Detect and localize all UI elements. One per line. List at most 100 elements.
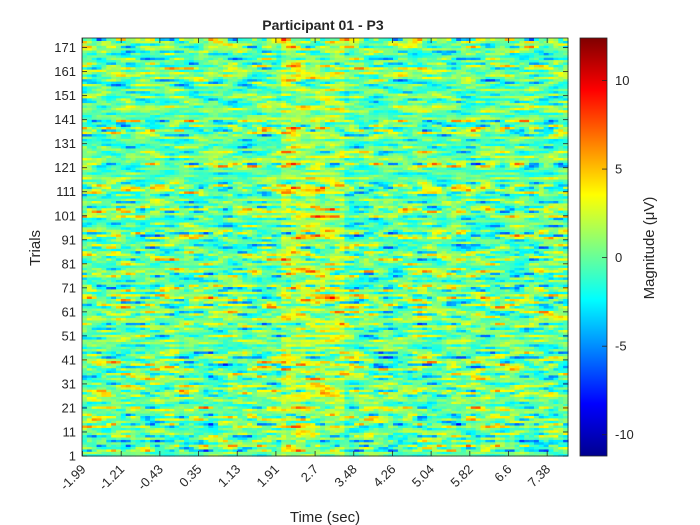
heatmap-cell <box>96 420 103 424</box>
heatmap-cell <box>499 429 506 433</box>
heatmap-cell <box>111 444 117 448</box>
heatmap-cell <box>116 441 122 445</box>
heatmap-cell <box>290 436 297 440</box>
heatmap-cell <box>548 439 555 443</box>
heatmap-cell <box>188 424 195 428</box>
heatmap-cell <box>329 432 336 436</box>
heatmap-cell <box>519 432 525 436</box>
heatmap-cell <box>130 417 137 421</box>
heatmap-cell <box>349 424 355 428</box>
heatmap-cell <box>436 436 443 440</box>
heatmap-cell <box>427 429 433 433</box>
heatmap-cell <box>213 417 219 421</box>
heatmap-cell <box>344 436 350 440</box>
heatmap-cell <box>349 429 355 433</box>
heatmap-cell <box>247 424 253 428</box>
heatmap-cell <box>169 436 175 440</box>
heatmap-cell <box>548 446 555 450</box>
heatmap-cell <box>295 422 302 426</box>
heatmap-cell <box>305 446 312 450</box>
heatmap-cell <box>349 453 355 457</box>
heatmap-cell <box>427 444 433 448</box>
heatmap-cell <box>417 429 423 433</box>
heatmap-cell <box>461 417 467 421</box>
heatmap-cell <box>563 420 569 424</box>
heatmap-cell <box>558 436 564 440</box>
heatmap-cell <box>529 427 535 431</box>
heatmap-cell <box>417 453 423 457</box>
heatmap-cell <box>524 441 530 445</box>
heatmap-cell <box>402 434 409 438</box>
heatmap-cell <box>325 439 331 443</box>
heatmap-cell <box>524 448 530 452</box>
heatmap-cell <box>412 441 418 445</box>
heatmap-cell <box>344 446 350 450</box>
heatmap-cell <box>431 432 438 436</box>
heatmap-cell <box>388 417 394 421</box>
heatmap-cell <box>96 424 103 428</box>
heatmap-cell <box>227 439 234 443</box>
heatmap-cell <box>242 446 248 450</box>
heatmap-cell <box>290 417 297 421</box>
heatmap-cell <box>281 436 287 440</box>
heatmap-cell <box>383 441 389 445</box>
heatmap-cell <box>281 417 287 421</box>
heatmap-cell <box>397 434 404 438</box>
heatmap-cell <box>266 415 273 419</box>
heatmap-cell <box>451 444 457 448</box>
heatmap-cell <box>154 439 161 443</box>
heatmap-cell <box>417 424 423 428</box>
heatmap-cell <box>325 420 331 424</box>
heatmap-cell <box>334 434 341 438</box>
heatmap-cell <box>140 451 146 455</box>
heatmap-cell <box>247 429 253 433</box>
heatmap-cell <box>140 424 146 428</box>
heatmap-cell <box>393 446 399 450</box>
heatmap-cell <box>368 451 375 455</box>
heatmap-cell <box>198 453 205 457</box>
heatmap-cell <box>130 429 137 433</box>
heatmap-cell <box>334 441 341 445</box>
heatmap-cell <box>154 453 161 457</box>
heatmap-cell <box>548 420 555 424</box>
heatmap-cell <box>441 448 448 452</box>
heatmap-cell <box>509 453 516 457</box>
heatmap-cell <box>96 439 103 443</box>
heatmap-cell <box>349 446 355 450</box>
heatmap-cell <box>193 429 200 433</box>
heatmap-cell <box>188 427 195 431</box>
heatmap-cell <box>256 453 263 457</box>
heatmap-cell <box>295 417 302 421</box>
heatmap-cell <box>135 427 141 431</box>
heatmap-cell <box>203 441 209 445</box>
heatmap-cell <box>388 444 394 448</box>
heatmap-cell <box>198 441 205 445</box>
heatmap-cell <box>276 451 282 455</box>
heatmap-cell <box>436 453 443 457</box>
heatmap-cell <box>140 420 146 424</box>
heatmap-cell <box>120 422 127 426</box>
heatmap-cell <box>451 422 457 426</box>
heatmap-cell <box>91 415 98 419</box>
heatmap-cell <box>125 422 132 426</box>
heatmap-cell <box>159 436 166 440</box>
heatmap-cell <box>441 424 448 428</box>
heatmap-cell <box>261 415 268 419</box>
heatmap-cell <box>281 446 287 450</box>
heatmap-cell <box>344 417 350 421</box>
heatmap-cell <box>315 420 321 424</box>
heatmap-cell <box>140 453 146 457</box>
heatmap-cell <box>106 432 112 436</box>
heatmap-cell <box>120 451 127 455</box>
heatmap-cell <box>325 446 331 450</box>
heatmap-cell <box>393 432 399 436</box>
heatmap-cell <box>329 424 336 428</box>
heatmap-cell <box>164 446 171 450</box>
heatmap-cell <box>179 436 185 440</box>
heatmap-cell <box>252 420 258 424</box>
heatmap-cell <box>558 446 564 450</box>
heatmap-cell <box>256 429 263 433</box>
heatmap-cell <box>359 417 365 421</box>
heatmap-cell <box>431 453 438 457</box>
heatmap-cell <box>397 453 404 457</box>
